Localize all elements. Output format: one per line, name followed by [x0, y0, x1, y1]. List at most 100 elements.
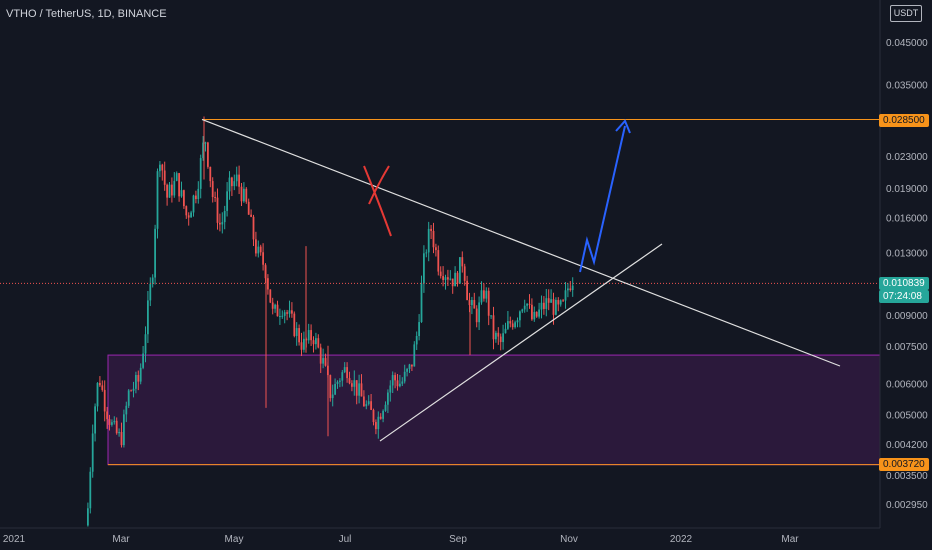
candle-body — [351, 383, 353, 387]
candle-body — [199, 158, 202, 189]
candle-body — [552, 299, 555, 315]
candle-body — [178, 173, 180, 197]
time-tick-label: 2021 — [3, 534, 26, 545]
candle-body — [499, 336, 502, 343]
candle-body — [226, 191, 228, 211]
candle-body — [387, 392, 389, 405]
candle-body — [262, 252, 264, 265]
candle-body — [435, 247, 437, 251]
red-x-mark[interactable] — [363, 165, 392, 237]
time-tick-label: May — [225, 534, 244, 545]
candle-body — [255, 239, 257, 254]
candle-body — [504, 328, 507, 334]
candle-body — [418, 322, 420, 336]
candle-body — [516, 320, 519, 323]
red-x-mark[interactable] — [368, 165, 390, 205]
candle-body — [334, 383, 336, 395]
ascending-trendline[interactable] — [379, 243, 663, 442]
candle-body — [480, 290, 483, 303]
candle-body — [238, 174, 240, 187]
candle-body — [557, 299, 560, 305]
candle-body — [171, 184, 173, 196]
candle-body — [183, 190, 185, 207]
currency-button[interactable]: USDT — [890, 5, 922, 22]
candle-body — [336, 381, 339, 384]
candle-body — [310, 330, 312, 341]
candle-body — [456, 272, 459, 284]
candle-body — [523, 305, 526, 310]
candle-body — [535, 311, 538, 317]
price-tick-label: 0.035000 — [886, 81, 928, 92]
demand-zone-rect[interactable] — [107, 354, 881, 466]
candle-body — [142, 353, 144, 368]
price-tick-label: 0.009000 — [886, 311, 928, 322]
candle-body — [151, 277, 154, 284]
candle-body — [408, 364, 411, 369]
chart-drawings[interactable] — [0, 118, 880, 466]
candle-body — [437, 250, 440, 272]
candle-body — [144, 334, 147, 354]
candle-body — [567, 288, 569, 291]
candle-body — [463, 266, 466, 281]
candle-body — [137, 375, 140, 382]
candle-body — [96, 382, 99, 407]
candle-body — [89, 471, 92, 509]
candle-body — [555, 299, 557, 315]
candle-body — [276, 304, 279, 317]
candle-body — [235, 174, 238, 182]
candle-body — [466, 280, 468, 301]
candle-body — [322, 358, 324, 364]
candle-body — [221, 222, 224, 225]
candle-body — [360, 383, 363, 397]
candle-body — [569, 288, 572, 291]
candle-body — [509, 321, 512, 324]
price-tick-label: 0.013000 — [886, 249, 928, 260]
time-tick-label: Sep — [449, 534, 467, 545]
candle-body — [111, 422, 113, 425]
candle-body — [497, 332, 500, 337]
candle-body — [211, 181, 214, 198]
projection-path[interactable] — [579, 125, 626, 273]
candle-body — [185, 206, 188, 216]
candle-body — [197, 188, 200, 200]
candle-body — [156, 171, 159, 229]
candle-body — [533, 311, 536, 320]
candle-body — [401, 381, 404, 384]
candle-body — [118, 431, 120, 434]
candle-body — [564, 290, 567, 301]
candle-body — [348, 378, 351, 384]
candle-body — [163, 170, 166, 185]
candle-body — [209, 166, 212, 182]
projection-arrowhead[interactable] — [615, 119, 631, 134]
price-tick-label: 0.003500 — [886, 471, 928, 482]
candle-body — [281, 315, 284, 317]
candle-body — [394, 375, 396, 381]
candle-body — [432, 230, 435, 248]
candle-body — [425, 252, 428, 254]
candle-body — [521, 309, 524, 312]
candle-body — [271, 302, 274, 309]
candle-body — [240, 186, 243, 202]
candle-body — [130, 390, 132, 392]
candle-body — [355, 380, 358, 396]
candle-body — [154, 228, 156, 278]
candle-body — [223, 210, 226, 223]
candle-body — [490, 315, 492, 317]
candle-body — [233, 181, 236, 187]
candle-body — [382, 410, 384, 419]
candle-body — [461, 257, 464, 267]
candle-body — [423, 253, 425, 284]
candle-body — [341, 372, 344, 381]
candle-body — [403, 371, 406, 382]
time-tick-label: 2022 — [670, 534, 693, 545]
descending-trendline[interactable] — [201, 118, 841, 367]
candle-body — [358, 383, 360, 396]
candle-body — [384, 404, 387, 411]
candle-body — [307, 330, 310, 341]
candle-body — [502, 333, 504, 343]
candle-body — [485, 290, 488, 299]
candle-body — [204, 142, 207, 144]
candle-body — [125, 405, 128, 415]
